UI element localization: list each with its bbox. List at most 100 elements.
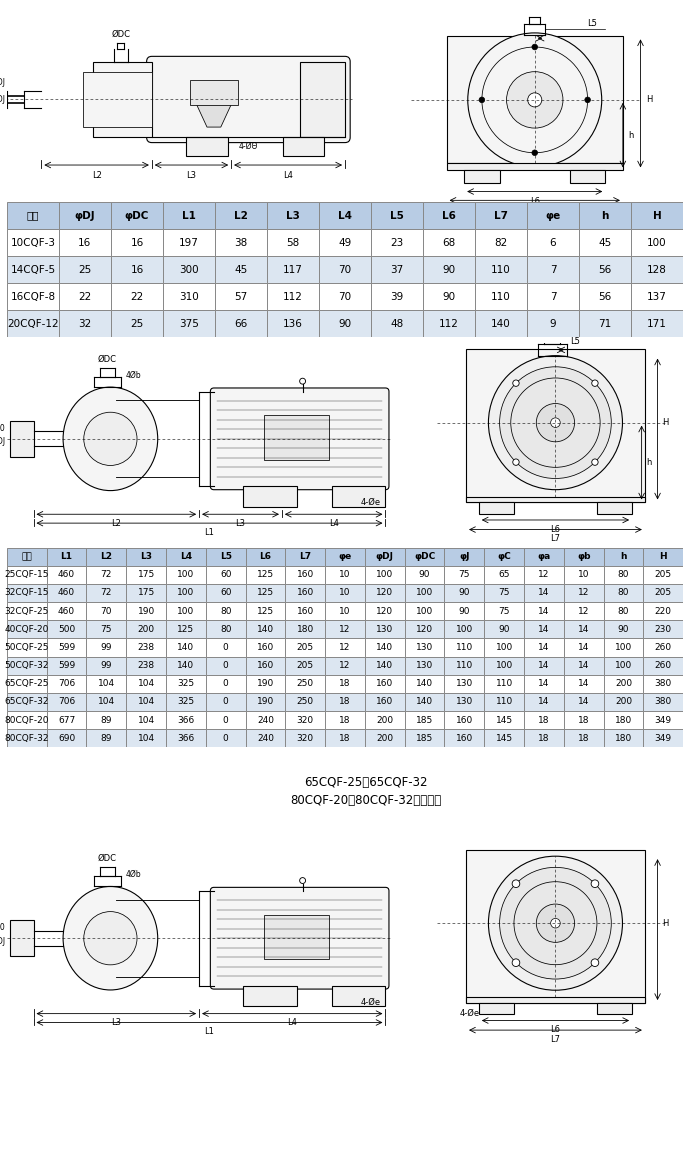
Bar bbox=[283, 137, 324, 156]
Text: 349: 349 bbox=[655, 733, 672, 743]
Text: 197: 197 bbox=[179, 237, 199, 248]
Text: 90: 90 bbox=[442, 264, 455, 275]
Bar bbox=[286, 711, 325, 730]
Text: 100: 100 bbox=[177, 589, 195, 597]
Text: 14: 14 bbox=[538, 625, 549, 633]
Text: 58: 58 bbox=[286, 237, 299, 248]
Bar bbox=[286, 674, 325, 693]
Text: L7: L7 bbox=[551, 535, 560, 543]
Bar bbox=[246, 674, 286, 693]
Text: H: H bbox=[653, 210, 662, 221]
Bar bbox=[7, 229, 59, 256]
Text: 18: 18 bbox=[339, 733, 351, 743]
Bar bbox=[126, 548, 166, 565]
Bar bbox=[325, 711, 365, 730]
Text: 190: 190 bbox=[257, 698, 274, 706]
Bar bbox=[484, 565, 524, 584]
Text: H: H bbox=[660, 552, 667, 562]
Bar bbox=[166, 565, 206, 584]
Bar bbox=[484, 620, 524, 638]
Circle shape bbox=[585, 98, 591, 102]
Circle shape bbox=[551, 418, 560, 428]
Text: 18: 18 bbox=[339, 679, 351, 689]
Text: ØDC: ØDC bbox=[111, 29, 130, 39]
Bar bbox=[47, 565, 86, 584]
Text: 120: 120 bbox=[376, 606, 393, 616]
Bar bbox=[564, 711, 604, 730]
Text: 160: 160 bbox=[455, 733, 473, 743]
Bar bbox=[7, 202, 59, 229]
Bar bbox=[111, 283, 163, 310]
Text: L3: L3 bbox=[186, 170, 197, 180]
Text: 706: 706 bbox=[58, 679, 75, 689]
Bar bbox=[215, 310, 267, 337]
Text: L2: L2 bbox=[111, 518, 121, 528]
Bar bbox=[286, 657, 325, 674]
Text: L6: L6 bbox=[442, 210, 456, 221]
Text: φDC: φDC bbox=[125, 210, 149, 221]
Text: 260: 260 bbox=[655, 662, 672, 670]
Bar bbox=[325, 602, 365, 620]
Bar bbox=[475, 310, 527, 337]
Text: 18: 18 bbox=[578, 716, 589, 725]
Bar bbox=[365, 620, 404, 638]
Text: 25CQF-15: 25CQF-15 bbox=[5, 570, 49, 579]
Text: 90: 90 bbox=[618, 625, 629, 633]
Bar bbox=[59, 310, 111, 337]
Text: 310: 310 bbox=[179, 291, 199, 302]
Bar bbox=[215, 229, 267, 256]
Bar bbox=[206, 565, 246, 584]
Bar bbox=[643, 711, 683, 730]
Text: 80CQF-20: 80CQF-20 bbox=[5, 716, 49, 725]
Bar bbox=[365, 711, 404, 730]
Text: φb: φb bbox=[577, 552, 591, 562]
Bar bbox=[404, 657, 444, 674]
Bar bbox=[246, 657, 286, 674]
Text: 4-Øe: 4-Øe bbox=[460, 1008, 480, 1018]
Text: 4Øb: 4Øb bbox=[125, 371, 141, 380]
Bar bbox=[206, 602, 246, 620]
Text: 180: 180 bbox=[615, 733, 632, 743]
Text: 110: 110 bbox=[455, 662, 473, 670]
Text: L5: L5 bbox=[219, 552, 232, 562]
Bar bbox=[267, 310, 319, 337]
Bar bbox=[365, 730, 404, 747]
Bar bbox=[264, 914, 329, 959]
Bar bbox=[527, 310, 579, 337]
Text: 599: 599 bbox=[58, 643, 75, 652]
Bar bbox=[643, 657, 683, 674]
Bar bbox=[246, 711, 286, 730]
Text: 25: 25 bbox=[130, 318, 144, 329]
Bar bbox=[475, 229, 527, 256]
Text: 130: 130 bbox=[455, 679, 473, 689]
Text: 57: 57 bbox=[235, 291, 248, 302]
Text: L3: L3 bbox=[235, 518, 246, 528]
Text: 65CQF-25、65CQF-32
80CQF-20、80CQF-32按照此图: 65CQF-25、65CQF-32 80CQF-20、80CQF-32按照此图 bbox=[290, 776, 442, 807]
Bar bbox=[423, 256, 475, 283]
Text: φDJ: φDJ bbox=[0, 437, 6, 447]
Text: 7: 7 bbox=[550, 291, 556, 302]
Bar bbox=[325, 620, 365, 638]
Circle shape bbox=[536, 904, 575, 942]
Text: 100: 100 bbox=[177, 570, 195, 579]
Text: 100: 100 bbox=[376, 570, 393, 579]
Bar bbox=[643, 620, 683, 638]
Bar bbox=[47, 584, 86, 602]
FancyBboxPatch shape bbox=[147, 56, 351, 142]
Bar bbox=[47, 638, 86, 657]
Text: 16: 16 bbox=[130, 237, 144, 248]
Text: 90: 90 bbox=[459, 606, 470, 616]
Bar bbox=[7, 310, 59, 337]
Bar bbox=[444, 638, 484, 657]
Bar bbox=[466, 850, 645, 1003]
Bar bbox=[163, 310, 215, 337]
Text: 240: 240 bbox=[257, 716, 274, 725]
Bar bbox=[365, 565, 404, 584]
Text: L5: L5 bbox=[570, 337, 580, 345]
Bar bbox=[444, 674, 484, 693]
Bar bbox=[126, 584, 166, 602]
Bar bbox=[404, 711, 444, 730]
Text: H: H bbox=[662, 919, 669, 928]
Bar bbox=[527, 283, 579, 310]
Text: 125: 125 bbox=[257, 570, 274, 579]
